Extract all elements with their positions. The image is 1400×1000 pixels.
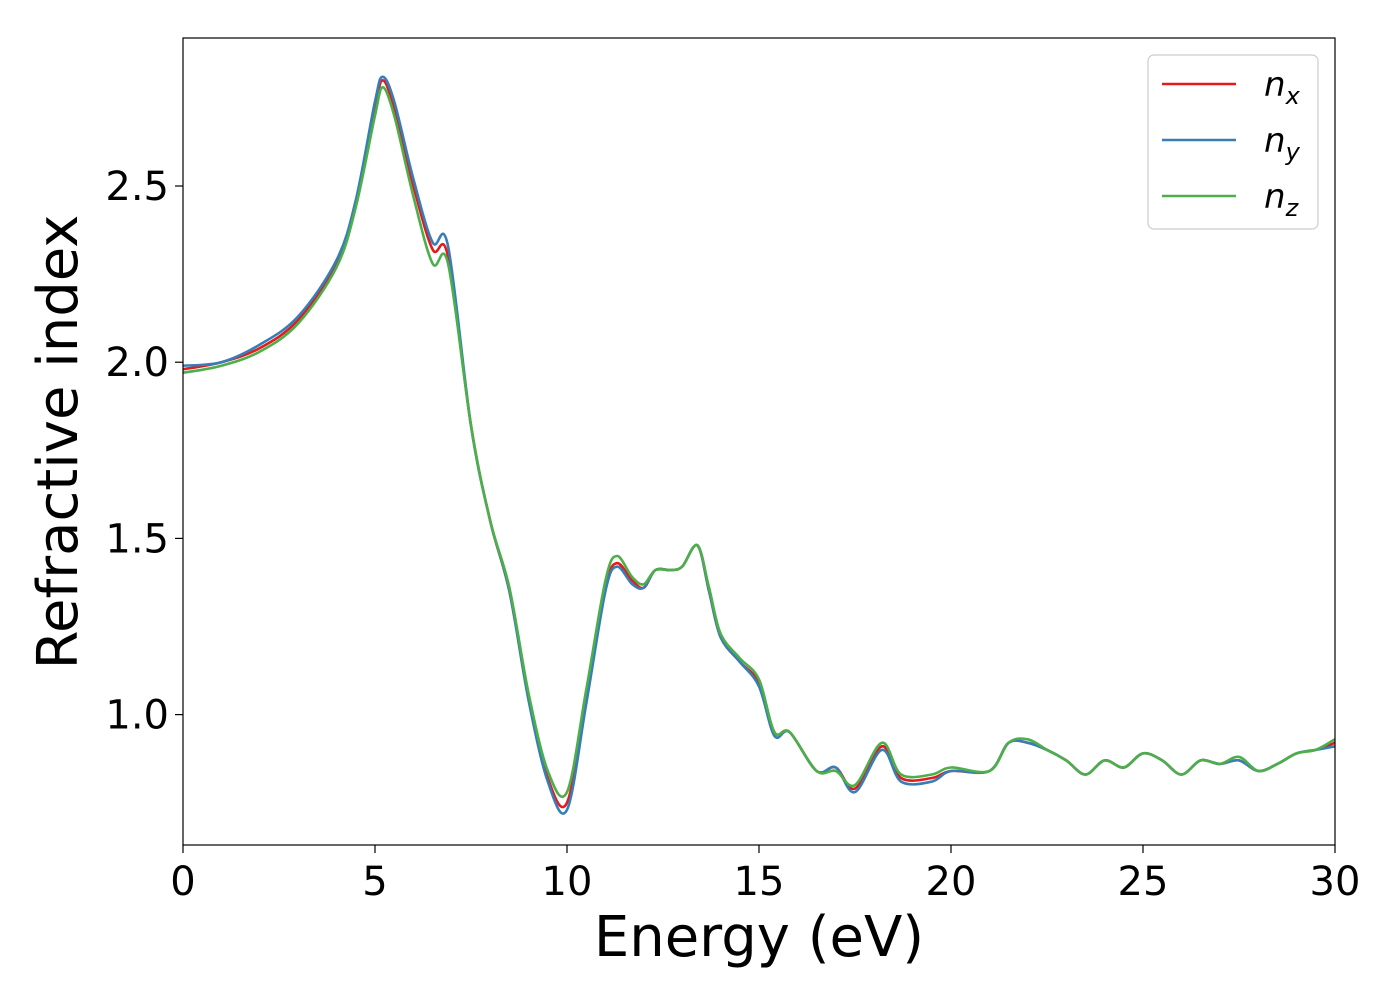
series-layer: [182, 75, 1336, 815]
legend-label-sub: z: [1285, 194, 1300, 222]
y-tick-label-2: 2.0: [105, 340, 169, 386]
y-tick-label-3: 2.5: [105, 164, 169, 210]
legend-box: [1147, 54, 1319, 230]
x-tick-label-0: 0: [170, 859, 195, 905]
legend-label-n_y: ny: [1264, 121, 1301, 166]
legend-label-sub: y: [1285, 138, 1301, 166]
x-axis-title: Energy (eV): [594, 905, 924, 970]
y-axis-title: Refractive index: [26, 215, 91, 670]
x-tick-label-1: 5: [362, 859, 387, 905]
legend-label-n_z: nz: [1264, 177, 1300, 222]
x-tick-label-6: 30: [1310, 859, 1361, 905]
legend-label-main: n: [1264, 177, 1286, 217]
x-tick-label-3: 15: [734, 859, 785, 905]
y-tick-label-1: 1.5: [105, 516, 169, 562]
series-line-n_z: [182, 86, 1336, 799]
y-tick-label-0: 1.0: [105, 693, 169, 739]
x-tick-label-2: 10: [542, 859, 593, 905]
legend-label-sub: x: [1285, 82, 1301, 110]
legend-label-main: n: [1264, 65, 1286, 105]
legend-label-main: n: [1264, 121, 1286, 161]
legend-label-n_x: nx: [1264, 65, 1301, 110]
x-tick-label-5: 25: [1118, 859, 1169, 905]
x-tick-label-4: 20: [926, 859, 977, 905]
ticks-layer: 0 5 10 15 20 25 30 1.0 1.5 2.0 2.5: [105, 164, 1360, 905]
